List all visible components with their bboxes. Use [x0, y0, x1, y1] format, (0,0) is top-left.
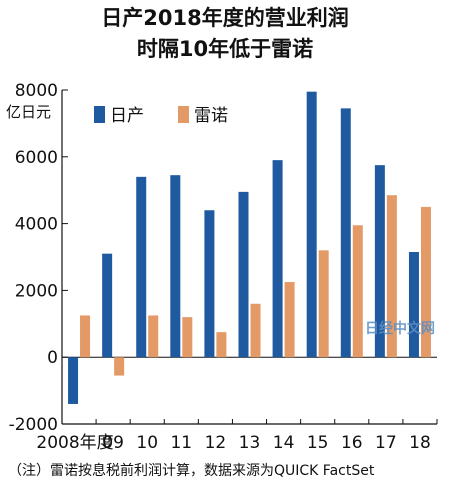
x-tick-label: 09 — [102, 433, 124, 453]
bar-日产-17 — [374, 165, 385, 358]
bar-雷诺-14 — [284, 282, 295, 358]
bar-雷诺-10 — [148, 315, 159, 358]
y-tick-label: 6000 — [15, 148, 58, 168]
y-axis-unit-label: 亿日元 — [6, 103, 51, 121]
x-tick-label: 16 — [341, 433, 363, 453]
legend-swatch-日产 — [94, 106, 105, 123]
bar-日产-10 — [136, 176, 147, 358]
y-tick-label: 8000 — [15, 81, 58, 101]
y-tick-label: -2000 — [9, 415, 58, 435]
bar-日产-16 — [340, 108, 351, 358]
x-tick-label: 18 — [409, 433, 431, 453]
bar-日产-18 — [408, 251, 419, 358]
legend-label-日产: 日产 — [110, 106, 144, 126]
chart-note: （注）雷诺按息税前利润计算，数据来源为QUICK FactSet — [8, 463, 375, 479]
bar-雷诺-11 — [182, 317, 193, 358]
bar-雷诺-17 — [386, 195, 397, 358]
bar-日产-13 — [238, 191, 249, 358]
bar-雷诺-13 — [250, 303, 261, 358]
x-tick-label: 13 — [239, 433, 261, 453]
bar-日产-11 — [170, 175, 181, 358]
x-tick-label: 14 — [273, 433, 295, 453]
chart-title: 日产2018年度的营业利润 — [101, 6, 349, 30]
x-tick-label: 17 — [375, 433, 397, 453]
chart-subtitle: 时隔10年低于雷诺 — [136, 37, 314, 61]
bar-雷诺-12 — [216, 332, 227, 358]
bar-雷诺-16 — [352, 225, 363, 358]
x-tick-label: 12 — [205, 433, 227, 453]
bar-雷诺-18 — [420, 206, 431, 358]
bar-雷诺-09 — [114, 357, 125, 376]
watermark-logo: 日经中文网 — [365, 321, 435, 337]
y-tick-label: 0 — [47, 348, 58, 368]
bar-日产-09 — [102, 253, 113, 358]
bar-日产-2008年度 — [68, 357, 79, 404]
legend-swatch-雷诺 — [178, 106, 189, 123]
legend-label-雷诺: 雷诺 — [194, 106, 228, 126]
y-tick-label: 2000 — [15, 281, 58, 301]
bar-雷诺-15 — [318, 250, 329, 358]
bar-日产-12 — [204, 210, 215, 358]
x-tick-label: 15 — [307, 433, 329, 453]
x-tick-label: 10 — [136, 433, 158, 453]
x-tick-label: 11 — [170, 433, 192, 453]
bar-雷诺-2008年度 — [80, 315, 91, 358]
bar-日产-14 — [272, 160, 283, 358]
x-tick-label: 2008年度 — [36, 433, 113, 453]
y-tick-label: 4000 — [15, 215, 58, 235]
bar-日产-15 — [306, 91, 317, 358]
